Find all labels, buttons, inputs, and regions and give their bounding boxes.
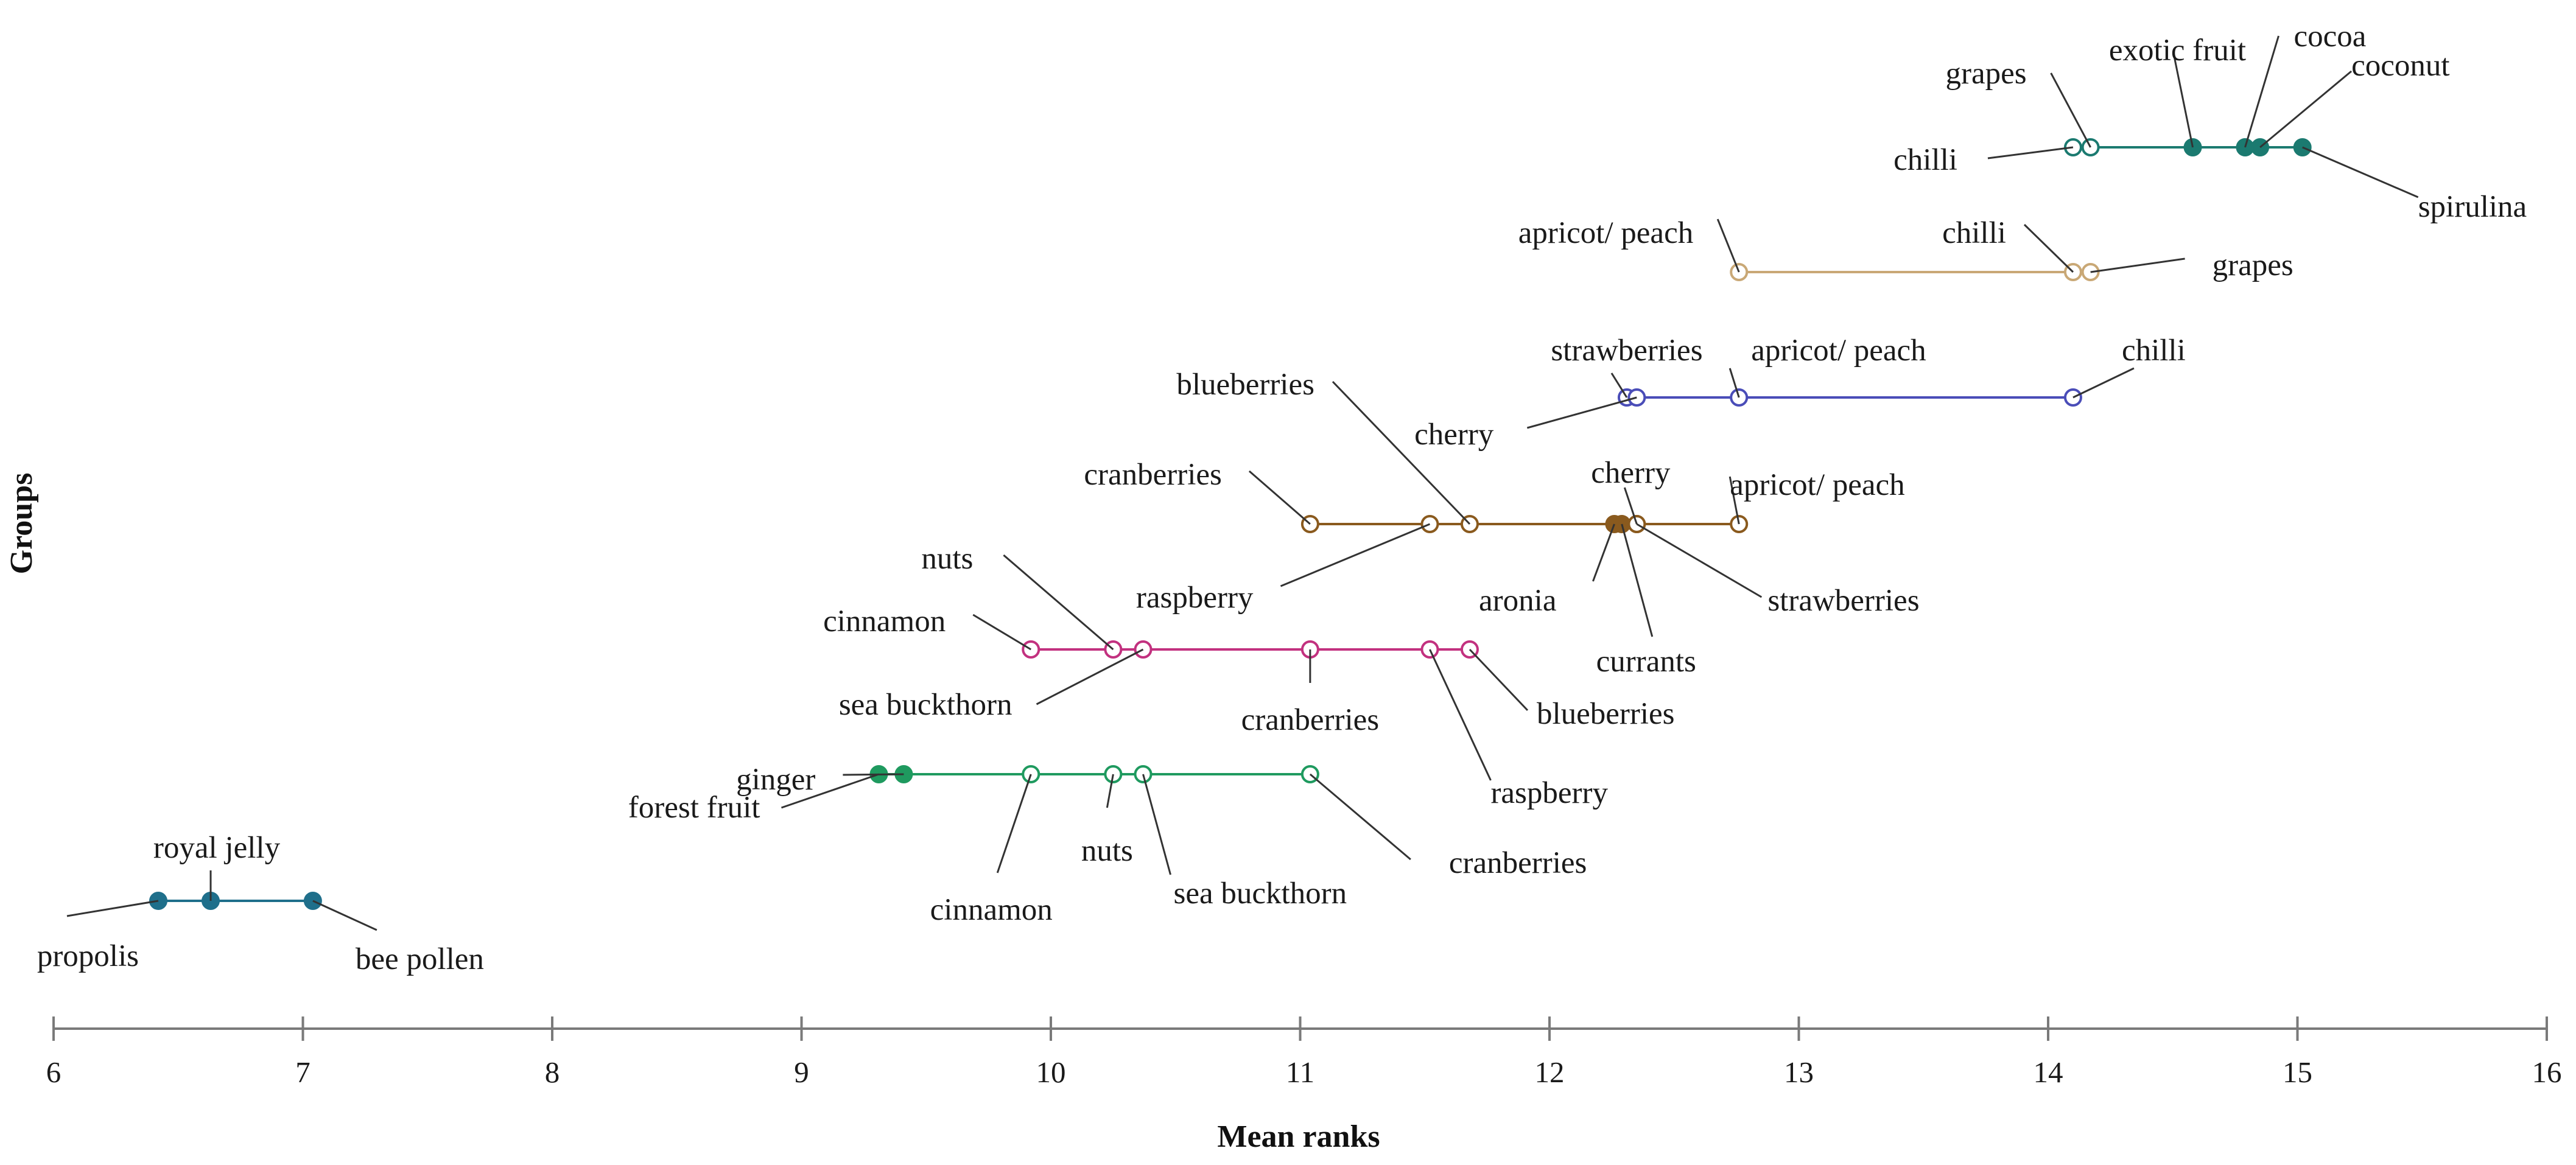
leader-line [1003,554,1114,651]
leader-line [2072,367,2135,399]
leader-line [781,773,879,809]
leader-line [996,774,1032,873]
leader-line [1728,368,1740,398]
point-label: propolis [37,939,139,973]
x-tick-label: 8 [545,1055,560,1089]
point-label: apricot/ peach [1751,334,1926,368]
leader-line [1142,774,1171,875]
point-label: spirulina [2418,190,2527,224]
group-3 [1022,640,1479,659]
x-tick-label: 12 [1535,1055,1565,1089]
group-2 [869,765,1319,783]
point-label: blueberries [1176,368,1314,402]
leader-line [2090,257,2185,273]
leader-line [1106,774,1114,808]
point-label: exotic fruit [2109,33,2246,68]
leader-line [2174,57,2194,148]
point-label: coconut [2351,49,2449,83]
leader-line [972,614,1032,651]
point-label: sea buckthorn [839,688,1013,722]
leader-line [312,900,377,931]
point-label: cinnamon [930,893,1053,927]
leader-line [2302,146,2419,198]
leader-line [1036,648,1144,705]
point-label: apricot/ peach [1518,216,1693,250]
point-label: royal jelly [153,831,281,865]
point-label: raspberry [1490,776,1608,810]
group-6 [1730,263,2100,281]
leader-line [1728,476,1740,525]
x-axis-title: Mean ranks [1217,1119,1380,1154]
leader-line [1469,648,1529,712]
point-label: raspberry [1136,581,1254,615]
leader-line [843,773,904,776]
leader-line [2259,70,2353,149]
x-tick-label: 15 [2283,1055,2312,1089]
point-label: nuts [921,542,973,576]
point-label: currants [1596,645,1696,679]
x-tick-label: 13 [1784,1055,1814,1089]
point-label: cranberries [1241,703,1380,737]
labels-layer: propolis royal jelly bee pollen forest frui… [37,19,2527,976]
point-label: forest fruit [628,791,760,825]
leader-line [1429,649,1492,781]
leader-line [1610,373,1628,398]
x-tick-label: 9 [794,1055,809,1089]
x-tick-label: 7 [295,1055,311,1089]
leader-line [1592,523,1615,582]
point-label: strawberries [1551,334,1702,368]
x-tick-label: 14 [2034,1055,2063,1089]
x-tick-label: 11 [1286,1055,1314,1089]
leader-line [1248,470,1311,525]
group-7 [2063,138,2312,156]
groups-layer [149,138,2312,910]
point-label: cranberries [1084,458,1222,492]
point-label: chilli [1942,216,2006,250]
leader-line [1716,219,1740,273]
point-label: chilli [2122,334,2186,368]
group-4 [1300,515,1749,533]
x-tick-label: 10 [1036,1055,1066,1089]
point-label: nuts [1081,834,1133,868]
x-tick-label: 16 [2532,1055,2562,1089]
leader-line [2050,72,2091,148]
leader-line [66,900,159,917]
leader-line [1280,523,1431,587]
leader-line [1636,523,1763,598]
point-label: aronia [1479,584,1556,618]
point-label: cinnamon [823,604,946,638]
point-label: ginger [736,763,815,797]
point-label: cherry [1591,456,1671,490]
group-5 [1617,388,2082,407]
leader-line [2244,35,2279,148]
leader-line [1621,523,1654,637]
point-label: cranberries [1449,846,1587,880]
x-axis: 6 7 8 9 10 11 12 13 14 15 16 [46,1016,2562,1089]
point-label: strawberries [1767,584,1919,618]
point-label: grapes [1946,57,2027,91]
x-tick-label: 6 [46,1055,61,1089]
point-label: sea buckthorn [1174,876,1347,911]
leader-line [1623,487,1638,525]
leader-line [1309,773,1411,861]
leader-line [1332,380,1471,525]
leader-line [1526,396,1637,429]
y-axis-title: Groups [4,473,39,575]
point-label: chilli [1893,143,1957,177]
point-label: apricot/ peach [1730,468,1904,502]
point-label: grapes [2213,248,2293,282]
point-label: cocoa [2294,19,2367,54]
point-label: cherry [1414,418,1494,452]
point-label: bee pollen [356,942,484,976]
point-label: blueberries [1537,697,1675,731]
leader-line [1987,146,2074,159]
leader-line [2023,223,2074,273]
group-1 [149,892,322,910]
